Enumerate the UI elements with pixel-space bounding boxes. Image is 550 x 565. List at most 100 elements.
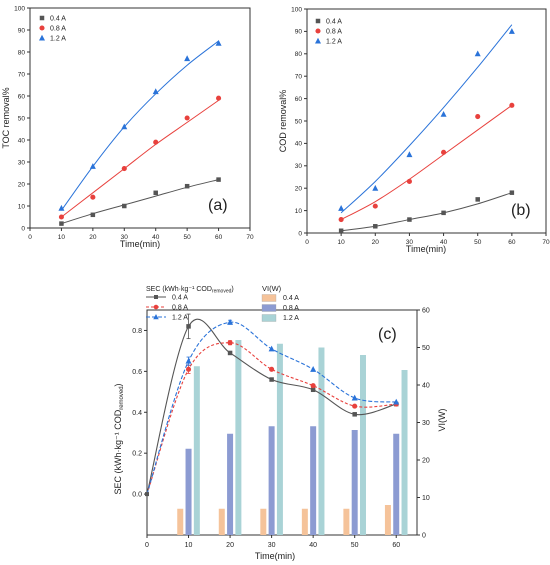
c-bar-12: [235, 340, 242, 535]
b-legend-label: 1.2 A: [326, 39, 342, 46]
a-point-12: [121, 123, 128, 130]
panel-a-ticks: 0 10 20 30 40 50 60 70 0 10 20 30 40 50 60 70 80 90 100: [14, 5, 254, 241]
a-point-12: [184, 55, 191, 62]
b-point-04: [373, 224, 378, 229]
panel-b-ticks: 0 10 20 30 40 50 60 70 0 10 20 30 40 50 60 70 80 90 100: [291, 6, 550, 246]
a-point-12: [58, 204, 65, 211]
a-point-08: [216, 95, 222, 101]
b-y-tick-label: 70: [295, 74, 303, 81]
c-legend-marker: [153, 304, 159, 310]
c-point-12: [310, 366, 317, 372]
a-fit-04: [61, 179, 219, 225]
c-bar-04: [218, 508, 225, 535]
b-point-08: [372, 203, 378, 209]
panel-c-chart: (c) Time(min) SEC (kWh·kg⁻¹ CODremoved) …: [113, 284, 447, 561]
b-point-08: [338, 217, 344, 223]
c-x-tick-label: 20: [226, 542, 234, 549]
panel-a-legend: 0.4 A 0.8 A 1.2 A: [39, 16, 66, 43]
b-point-12: [474, 50, 481, 57]
c-point-08: [269, 366, 275, 372]
panel-a-points: [58, 39, 222, 226]
c-bar-08: [310, 426, 317, 535]
a-point-12: [215, 39, 222, 46]
c-y-tick-label: 0.6: [132, 369, 142, 376]
b-x-tick-label: 10: [338, 239, 346, 246]
panel-c-legend: SEC (kWh·kg⁻¹ CODremoved) VI(W) 0.4 A 0.8…: [146, 284, 299, 322]
c-line-12: [146, 321, 397, 495]
c-bar-08: [351, 430, 358, 535]
a-x-tick-label: 10: [58, 234, 66, 241]
a-y-tick-label: 60: [18, 93, 26, 100]
b-y-tick-label: 40: [295, 141, 303, 148]
c-y2-tick-label: 30: [422, 420, 430, 427]
panel-c-legend-sec-title: SEC (kWh·kg⁻¹ CODremoved): [146, 286, 234, 295]
panel-a-label: (a): [208, 197, 228, 214]
a-point-04: [90, 212, 96, 218]
c-y2-tick-label: 20: [422, 458, 430, 465]
a-point-04: [59, 221, 64, 226]
b-legend-marker: [315, 37, 321, 44]
a-y-tick-label: 10: [18, 203, 26, 210]
a-y-tick-label: 90: [18, 27, 26, 34]
panel-c-y2-axis-label: VI(W): [437, 409, 447, 432]
c-point-12: [268, 345, 275, 352]
a-point-12: [89, 163, 96, 169]
b-x-tick-label: 40: [440, 239, 448, 246]
c-bar-12: [276, 343, 283, 535]
b-x-tick-label: 30: [406, 239, 414, 246]
c-legend-label: 1.2 A: [172, 315, 188, 322]
b-point-12: [372, 184, 379, 191]
b-y-tick-label: 0: [298, 230, 302, 237]
c-bar-08: [393, 433, 400, 535]
panel-a-y-axis-label: TOC removal%: [1, 87, 11, 148]
c-point-12: [351, 394, 358, 401]
c-bar-12: [401, 370, 408, 535]
c-y-tick-label: 0.0: [132, 492, 142, 499]
a-legend-label: 1.2 A: [50, 36, 66, 43]
b-point-12: [406, 151, 413, 158]
c-bar-08: [268, 426, 275, 535]
b-point-12: [338, 205, 345, 211]
b-point-12: [508, 28, 515, 34]
a-point-04: [153, 190, 158, 196]
b-point-08: [509, 102, 515, 108]
a-point-08: [58, 214, 64, 220]
a-point-12: [152, 88, 159, 95]
b-point-08: [406, 178, 412, 185]
c-point-04: [352, 412, 357, 417]
c-point-08: [352, 403, 358, 409]
panel-b-points: [338, 28, 515, 234]
c-legend-label: 0.4 A: [172, 295, 188, 302]
c-bar-04: [260, 508, 267, 535]
b-y-tick-label: 20: [295, 186, 303, 193]
b-fit-04: [341, 192, 513, 232]
c-point-04: [186, 324, 191, 329]
c-y2-tick-label: 0: [422, 533, 426, 540]
c-legend-marker: [153, 313, 159, 320]
c-bar-04: [343, 508, 350, 535]
panel-c-points: [145, 313, 400, 497]
b-fit-12: [340, 24, 513, 214]
panel-b-legend: 0.4 A 0.8 A 1.2 A: [315, 19, 342, 46]
panel-b-fit-lines: [340, 24, 513, 232]
panel-c-label: (c): [378, 326, 397, 343]
c-legend-swatch: [261, 294, 277, 302]
panel-b-x-axis-label: Time(min): [406, 244, 446, 254]
c-legend-bar-label: 0.8 A: [283, 305, 299, 312]
b-y-tick-label: 10: [295, 208, 303, 215]
b-y-tick-label: 80: [295, 51, 303, 58]
a-legend-marker: [39, 25, 45, 31]
c-x-tick-label: 40: [309, 542, 317, 549]
b-legend-label: 0.4 A: [326, 19, 342, 26]
a-legend-marker: [39, 15, 45, 21]
c-legend-label: 0.8 A: [172, 305, 188, 312]
a-y-tick-label: 50: [18, 115, 26, 122]
c-point-04: [310, 387, 316, 393]
c-bar-08: [185, 448, 192, 535]
c-point-12: [227, 318, 234, 325]
c-legend-swatch: [261, 314, 277, 322]
b-x-tick-label: 0: [305, 239, 309, 246]
c-legend-bar-label: 0.4 A: [283, 295, 299, 302]
c-bar-04: [384, 505, 391, 535]
